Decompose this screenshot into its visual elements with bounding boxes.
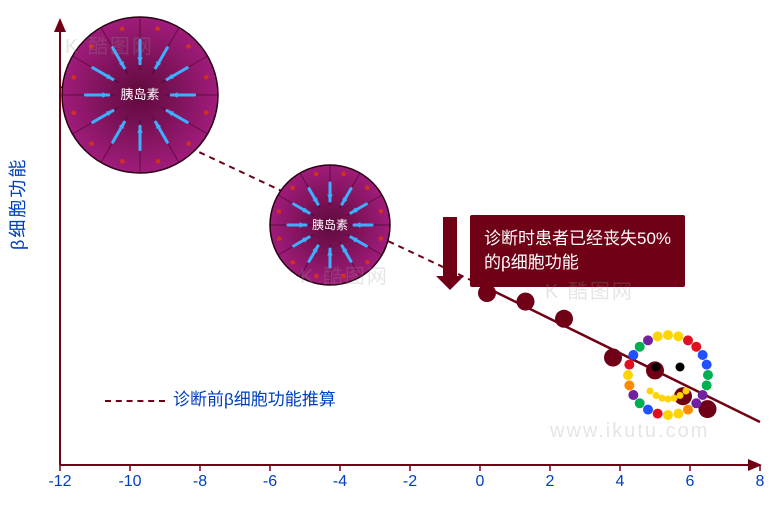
x-tick: -8: [193, 473, 207, 491]
dashed-line-legend: 诊断前β细胞功能推算: [105, 385, 336, 410]
svg-text:胰岛素: 胰岛素: [312, 217, 348, 232]
x-tick: -12: [48, 473, 71, 491]
legend-dash: [105, 400, 165, 402]
legend-text: 诊断前β细胞功能推算: [173, 390, 336, 409]
callout-line2: 的β细胞功能: [484, 253, 579, 272]
x-tick: -2: [403, 473, 417, 491]
y-axis-label: β细胞功能: [4, 158, 30, 250]
x-tick: -10: [118, 473, 141, 491]
svg-text:胰岛素: 胰岛素: [120, 87, 159, 102]
x-tick: 0: [476, 473, 485, 491]
x-tick: 8: [756, 473, 765, 491]
diagnosis-callout: 诊断时患者已经丧失50% 的β细胞功能: [470, 215, 685, 287]
figure-root: { "chart": { "type": "scatter+line", "xl…: [0, 0, 777, 505]
callout-line1: 诊断时患者已经丧失50%: [484, 229, 671, 248]
x-tick: 2: [546, 473, 555, 491]
x-tick: -6: [263, 473, 277, 491]
x-tick: 4: [616, 473, 625, 491]
x-tick: 6: [686, 473, 695, 491]
x-tick: -4: [333, 473, 347, 491]
